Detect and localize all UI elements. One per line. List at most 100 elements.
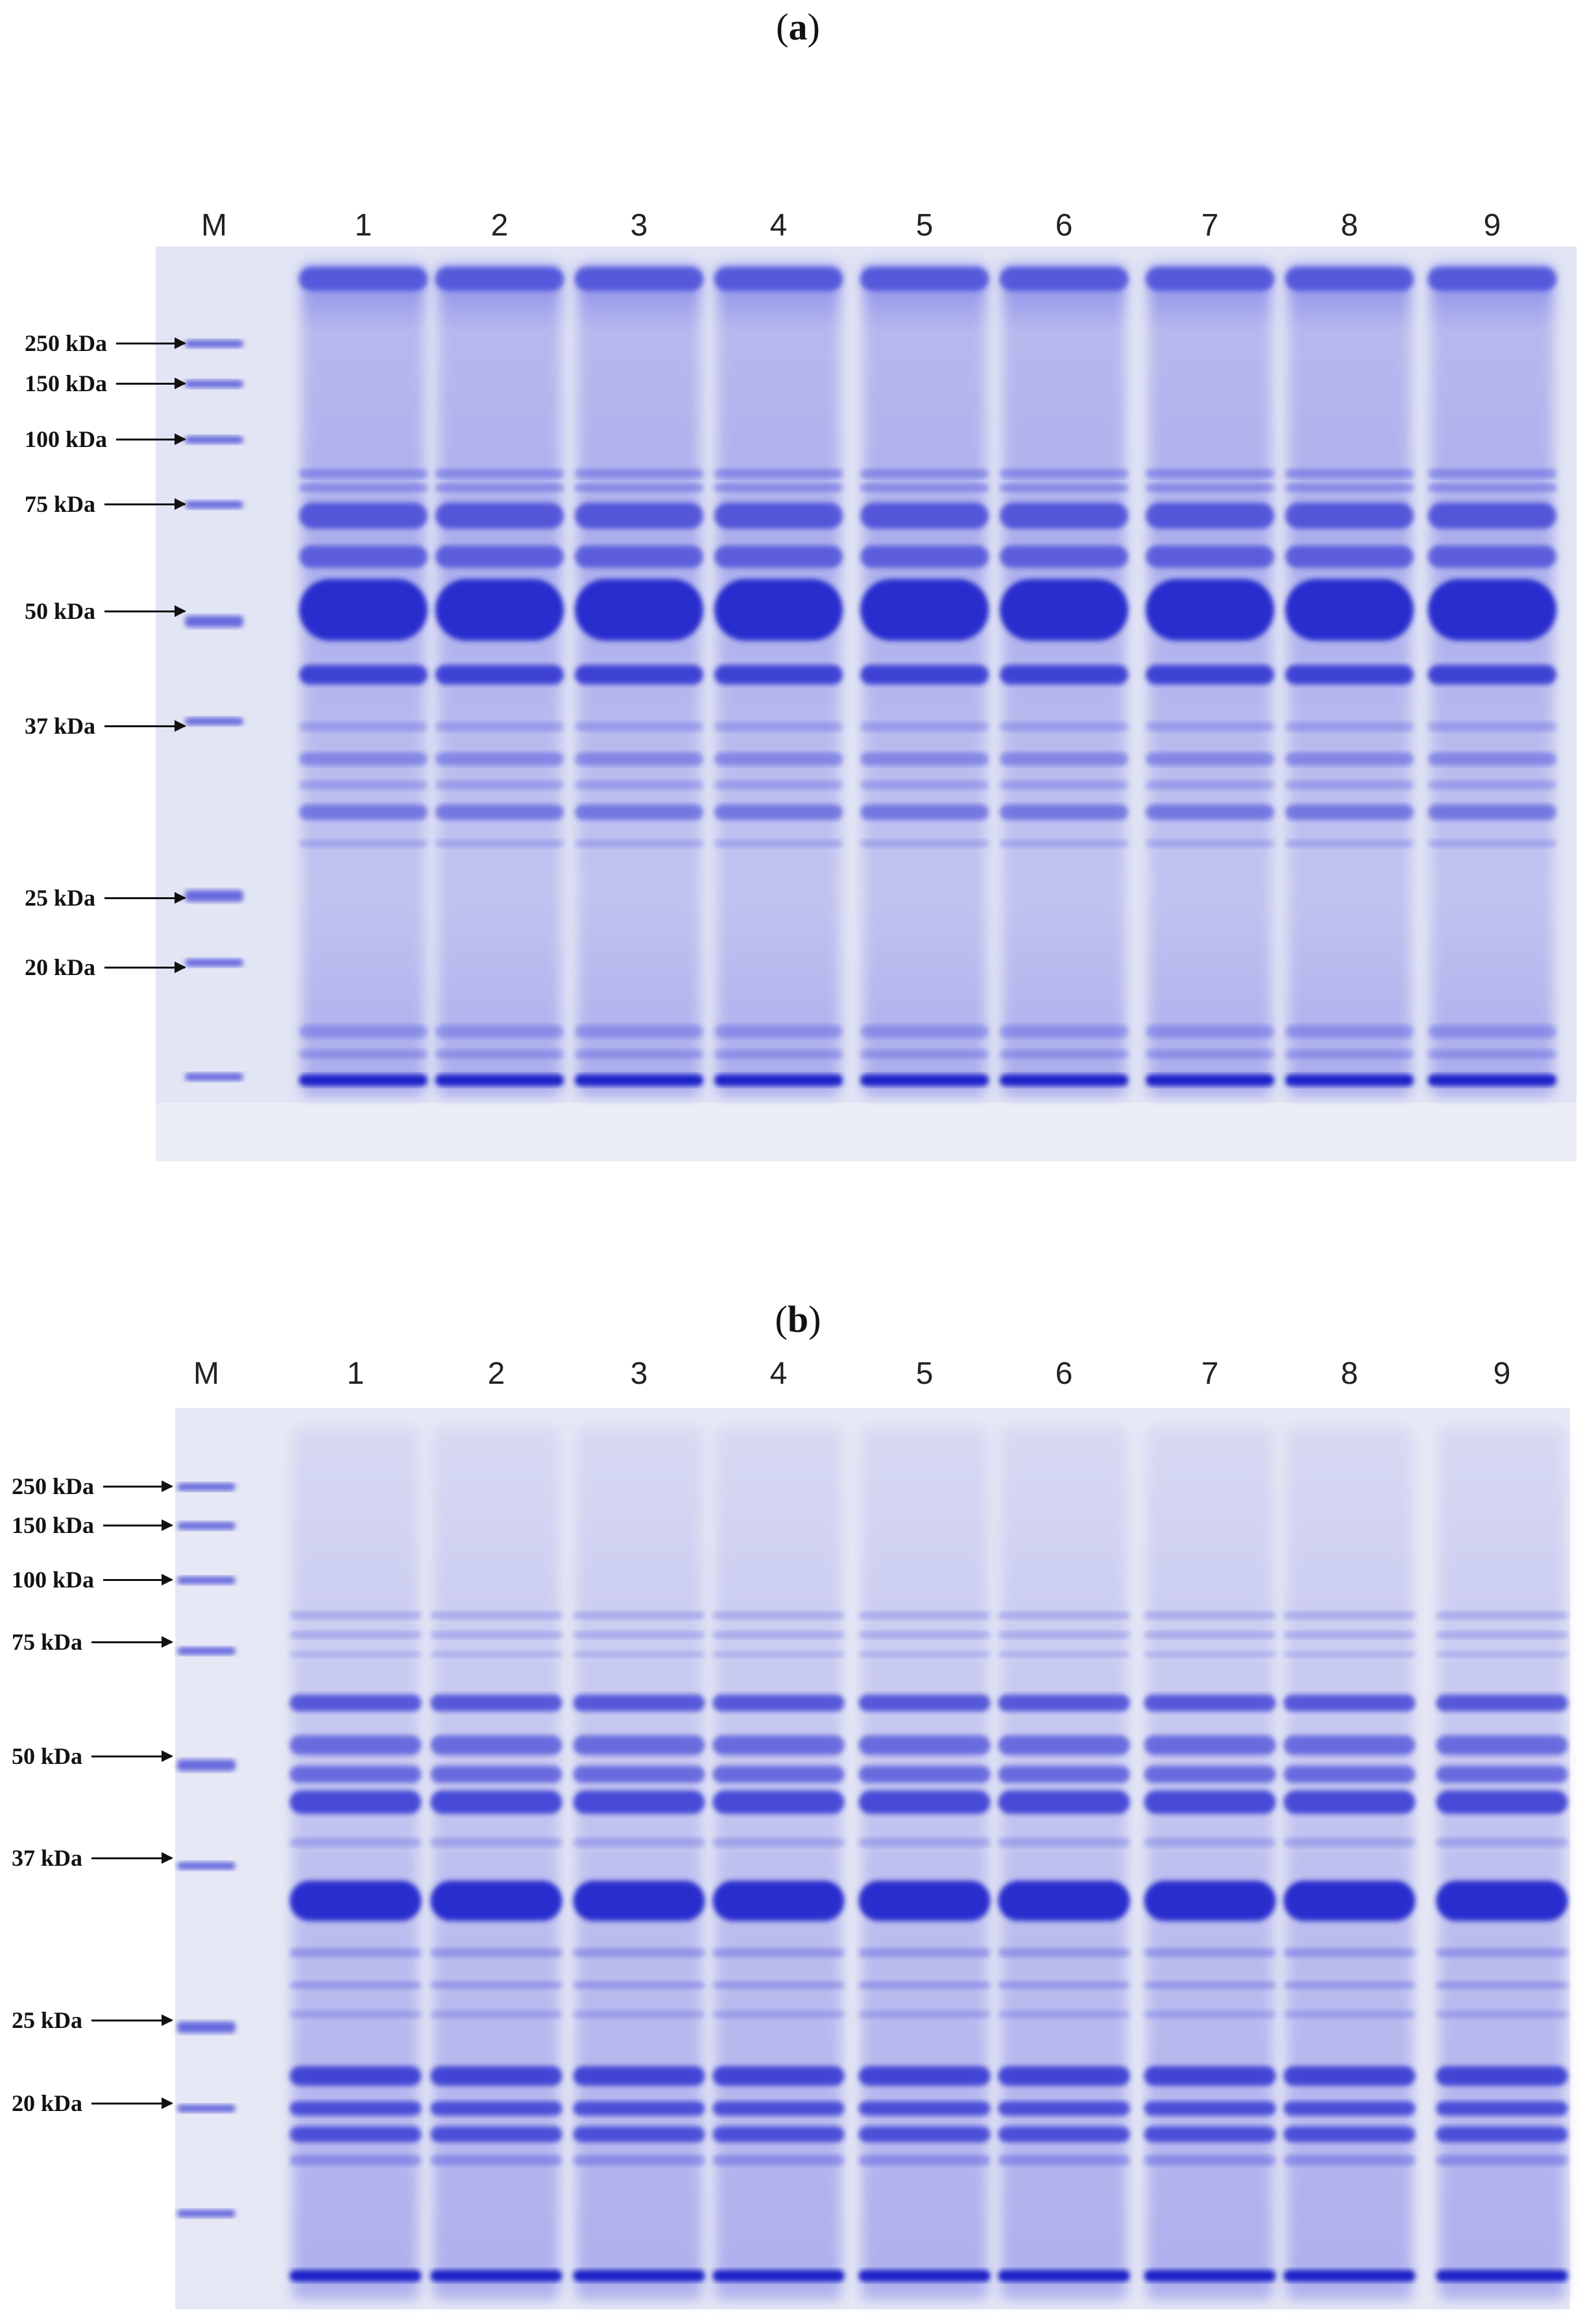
protein-band <box>1283 1948 1416 1957</box>
protein-band <box>289 1881 422 1921</box>
protein-band <box>712 1651 845 1658</box>
protein-band <box>998 1948 1130 1957</box>
protein-band <box>299 503 428 529</box>
lane-smear <box>861 1427 988 2300</box>
ladder-band <box>177 2021 236 2033</box>
protein-band <box>714 1074 843 1086</box>
protein-band <box>1436 2010 1568 2018</box>
protein-band <box>998 2270 1130 2282</box>
ladder-band <box>185 959 243 967</box>
marker-label: 75 kDa <box>12 1628 173 1656</box>
protein-band <box>573 1651 705 1658</box>
marker-text: 20 kDa <box>25 954 96 980</box>
sample-lane <box>299 266 428 1096</box>
protein-band <box>1436 2066 1568 2086</box>
protein-band <box>289 1631 422 1639</box>
protein-band <box>1428 469 1556 478</box>
protein-band <box>1436 1651 1568 1658</box>
protein-band <box>289 2101 422 2116</box>
protein-band <box>575 503 703 529</box>
protein-band <box>860 780 989 790</box>
protein-band <box>858 2101 991 2116</box>
marker-label: 250 kDa <box>12 1473 173 1500</box>
protein-band <box>714 780 843 790</box>
marker-text: 20 kDa <box>12 2090 83 2116</box>
protein-band <box>1283 1695 1416 1711</box>
panel-letter: b <box>787 1298 809 1340</box>
sample-lane <box>860 266 989 1096</box>
protein-band <box>1428 839 1556 847</box>
protein-band <box>289 1791 422 1814</box>
protein-band <box>998 2010 1130 2018</box>
ladder-band <box>177 2105 236 2112</box>
marker-text: 25 kDa <box>12 2007 83 2033</box>
protein-band <box>1146 546 1274 568</box>
protein-band <box>1283 1631 1416 1639</box>
protein-band <box>858 1651 991 1658</box>
marker-label: 150 kDa <box>12 1512 173 1539</box>
protein-band <box>1144 1766 1276 1783</box>
ladder-band <box>177 1647 236 1655</box>
protein-band <box>858 1881 991 1921</box>
protein-band <box>712 2270 845 2282</box>
lane-smear <box>433 1427 560 2300</box>
marker-label: 100 kDa <box>25 426 186 453</box>
protein-band <box>573 1881 705 1921</box>
protein-band <box>289 1981 422 1989</box>
protein-band <box>1144 1695 1276 1711</box>
marker-text: 250 kDa <box>12 1473 95 1499</box>
protein-band <box>860 753 989 766</box>
lane-label-marker: M <box>201 208 227 243</box>
protein-band <box>430 1735 562 1755</box>
protein-band <box>1000 1074 1128 1086</box>
ladder-band <box>185 380 243 388</box>
protein-band <box>1285 753 1414 766</box>
ladder-band <box>185 436 243 444</box>
sample-lane <box>712 1427 845 2300</box>
marker-label: 50 kDa <box>12 1743 173 1770</box>
protein-band <box>1144 1631 1276 1639</box>
lane-smear <box>1286 1427 1413 2300</box>
protein-band <box>714 503 843 529</box>
protein-band <box>1144 2101 1276 2116</box>
protein-band <box>1283 1838 1416 1847</box>
protein-band <box>714 665 843 684</box>
protein-band <box>1283 1766 1416 1783</box>
protein-band <box>1144 2066 1276 2086</box>
protein-band <box>573 2066 705 2086</box>
marker-text: 150 kDa <box>12 1512 95 1538</box>
marker-text: 100 kDa <box>12 1567 95 1593</box>
protein-band <box>1285 804 1414 820</box>
protein-band <box>573 1838 705 1847</box>
ladder-band <box>177 2210 236 2217</box>
protein-band <box>1283 2127 1416 2142</box>
protein-band <box>1436 1611 1568 1619</box>
protein-band <box>435 1074 564 1086</box>
protein-band <box>1285 1050 1414 1059</box>
protein-band <box>435 469 564 478</box>
protein-band <box>1285 484 1414 492</box>
protein-band <box>714 1025 843 1038</box>
protein-band <box>430 2127 562 2142</box>
lane-label-1: 1 <box>346 1357 365 1391</box>
protein-band <box>712 1766 845 1783</box>
sample-lane <box>573 1427 705 2300</box>
marker-label: 25 kDa <box>25 884 186 911</box>
paren-close: ) <box>808 1298 821 1340</box>
protein-band <box>860 665 989 684</box>
protein-band <box>714 722 843 731</box>
protein-band <box>430 1695 562 1711</box>
protein-band <box>1146 1050 1274 1059</box>
protein-band <box>1428 722 1556 731</box>
protein-band <box>1436 1631 1568 1639</box>
protein-band <box>714 469 843 478</box>
protein-band <box>575 665 703 684</box>
protein-band <box>1144 1611 1276 1619</box>
ladder-band <box>185 890 243 902</box>
protein-band <box>1436 1948 1568 1957</box>
protein-band <box>1144 1651 1276 1658</box>
marker-label: 100 kDa <box>12 1566 173 1593</box>
protein-band <box>1146 469 1274 478</box>
protein-band <box>1144 1981 1276 1989</box>
